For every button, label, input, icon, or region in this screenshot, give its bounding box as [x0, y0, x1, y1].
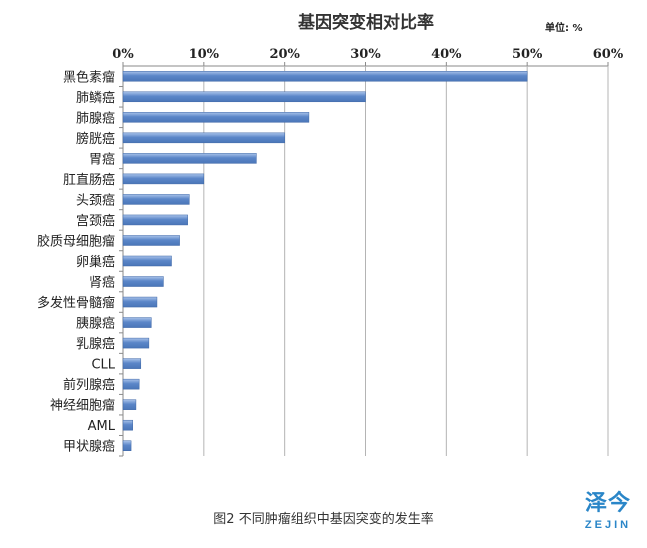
grid-layer	[119, 62, 609, 457]
bar	[122, 173, 205, 185]
category-label: 肺鳞癌	[76, 90, 115, 106]
category-label: 甲状腺癌	[63, 439, 115, 455]
figure-caption: 图2 不同肿瘤组织中基因突变的发生率	[213, 512, 434, 527]
category-label: 多发性骨髓瘤	[37, 295, 115, 311]
bar	[122, 71, 528, 82]
bar	[122, 378, 140, 390]
bar	[122, 214, 188, 226]
category-label: 宫颈癌	[76, 213, 115, 229]
category-label: 乳腺癌	[76, 336, 115, 352]
unit-label: 单位: %	[545, 21, 583, 34]
x-tick-label: 60%	[593, 47, 624, 62]
bar	[122, 132, 285, 144]
zejin-logo: 泽今 ZEJIN	[578, 490, 638, 542]
category-label: 卵巢癌	[76, 254, 115, 270]
category-label: 肛直肠癌	[63, 172, 115, 188]
logo-chinese-text: 泽今	[584, 491, 631, 516]
y-axis-categories: 黑色素瘤肺鳞癌肺腺癌膀胱癌胃癌肛直肠癌头颈癌宫颈癌胶质母细胞瘤卵巢癌肾癌多发性骨…	[37, 69, 116, 454]
bar	[122, 112, 310, 123]
x-tick-label: 50%	[512, 47, 543, 62]
bar	[122, 399, 137, 410]
x-tick-label: 10%	[189, 47, 220, 62]
bar	[122, 358, 142, 369]
category-label: 膀胱癌	[76, 131, 115, 147]
category-label: 神经细胞瘤	[50, 398, 115, 414]
bar	[122, 91, 366, 103]
chart-title: 基因突变相对比率	[297, 12, 434, 33]
bar	[122, 235, 180, 246]
category-label: 胶质母细胞瘤	[37, 233, 115, 249]
x-tick-label: 40%	[431, 47, 462, 62]
category-label: 头颈癌	[76, 192, 115, 208]
bar	[122, 276, 164, 287]
category-label: 肺腺癌	[76, 110, 115, 126]
x-tick-label: 20%	[269, 47, 300, 62]
category-label: 前列腺癌	[63, 377, 115, 393]
bar-series	[122, 71, 528, 451]
category-label: 胰腺癌	[76, 316, 115, 332]
category-label: AML	[88, 419, 116, 434]
bar	[122, 440, 132, 451]
category-label: CLL	[91, 358, 115, 373]
bar	[122, 419, 133, 431]
bar	[122, 255, 172, 267]
x-axis-ticks: 0% 10% 20% 30% 40% 50% 60%	[112, 47, 624, 62]
bar	[122, 337, 150, 349]
x-tick-label: 30%	[350, 47, 381, 62]
bar	[122, 153, 257, 164]
category-label: 黑色素瘤	[63, 69, 115, 85]
category-label: 胃癌	[89, 151, 115, 167]
logo-english-text: ZEJIN	[584, 519, 632, 531]
bar	[122, 317, 152, 328]
bar	[122, 296, 158, 308]
x-tick-label: 0%	[112, 47, 134, 62]
category-label: 肾癌	[89, 275, 115, 291]
bar	[122, 194, 190, 205]
